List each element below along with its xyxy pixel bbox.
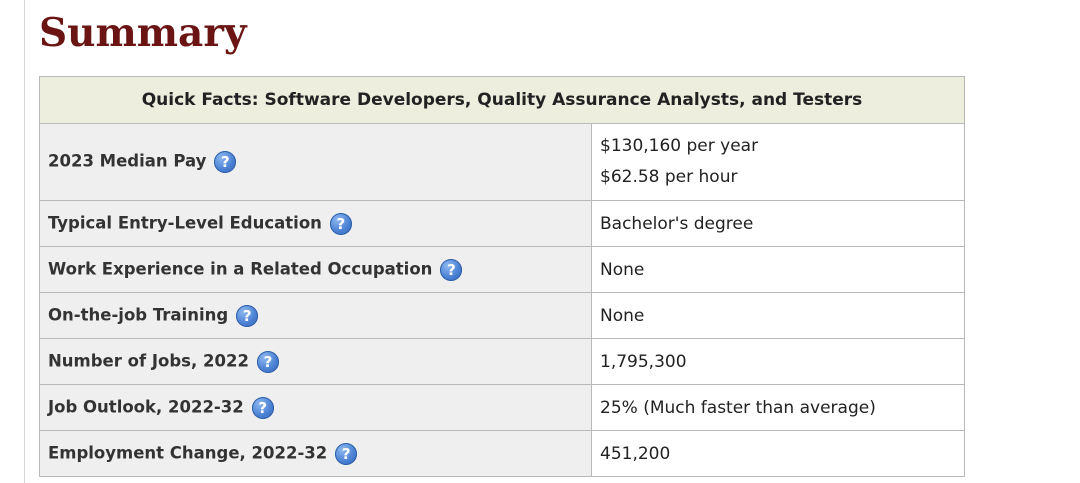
row-value: 1,795,300 <box>591 338 965 385</box>
row-label: Number of Jobs, 2022 <box>48 351 249 370</box>
table-row-median-pay: 2023 Median Pay? $130,160 per year $62.5… <box>39 123 965 201</box>
table-row-work-experience: Work Experience in a Related Occupation?… <box>39 246 965 293</box>
row-label: On-the-job Training <box>48 305 229 324</box>
row-label: Work Experience in a Related Occupation <box>48 259 433 278</box>
left-divider <box>24 0 25 483</box>
help-icon[interactable]: ? <box>251 396 274 419</box>
help-icon[interactable]: ? <box>256 350 279 373</box>
help-icon[interactable]: ? <box>329 212 352 235</box>
row-label: Typical Entry-Level Education <box>48 213 322 232</box>
help-icon[interactable]: ? <box>335 442 358 465</box>
table-row-on-the-job-training: On-the-job Training? None <box>39 292 965 339</box>
row-label-cell: Job Outlook, 2022-32? <box>39 384 592 431</box>
row-value-cell: $130,160 per year $62.58 per hour <box>591 123 965 201</box>
row-label: 2023 Median Pay <box>48 151 207 171</box>
help-icon[interactable]: ? <box>214 151 237 173</box>
quick-facts-header-row: Quick Facts: Software Developers, Qualit… <box>39 76 965 124</box>
row-label-cell: Typical Entry-Level Education? <box>39 200 592 247</box>
row-label: Employment Change, 2022-32 <box>48 443 328 462</box>
table-row-entry-level-education: Typical Entry-Level Education? Bachelor'… <box>39 200 965 247</box>
row-value: None <box>591 292 965 339</box>
help-icon[interactable]: ? <box>440 258 463 281</box>
median-pay-hourly: $62.58 per hour <box>600 167 738 187</box>
row-label-cell: 2023 Median Pay? <box>39 123 592 201</box>
row-label: Job Outlook, 2022-32 <box>48 397 244 416</box>
page-title: Summary <box>39 10 247 56</box>
median-pay-yearly: $130,160 per year <box>600 136 759 156</box>
quick-facts-heading: Quick Facts: Software Developers, Qualit… <box>39 76 965 124</box>
quick-facts-table: Quick Facts: Software Developers, Qualit… <box>39 76 965 477</box>
row-label-cell: On-the-job Training? <box>39 292 592 339</box>
table-row-job-outlook: Job Outlook, 2022-32? 25% (Much faster t… <box>39 384 965 431</box>
row-value: 25% (Much faster than average) <box>591 384 965 431</box>
row-label-cell: Employment Change, 2022-32? <box>39 430 592 477</box>
row-label-cell: Work Experience in a Related Occupation? <box>39 246 592 293</box>
row-label-cell: Number of Jobs, 2022? <box>39 338 592 385</box>
row-value: Bachelor's degree <box>591 200 965 247</box>
help-icon[interactable]: ? <box>236 304 259 327</box>
table-row-employment-change: Employment Change, 2022-32? 451,200 <box>39 430 965 477</box>
row-value: 451,200 <box>591 430 965 477</box>
table-row-number-of-jobs: Number of Jobs, 2022? 1,795,300 <box>39 338 965 385</box>
row-value: None <box>591 246 965 293</box>
